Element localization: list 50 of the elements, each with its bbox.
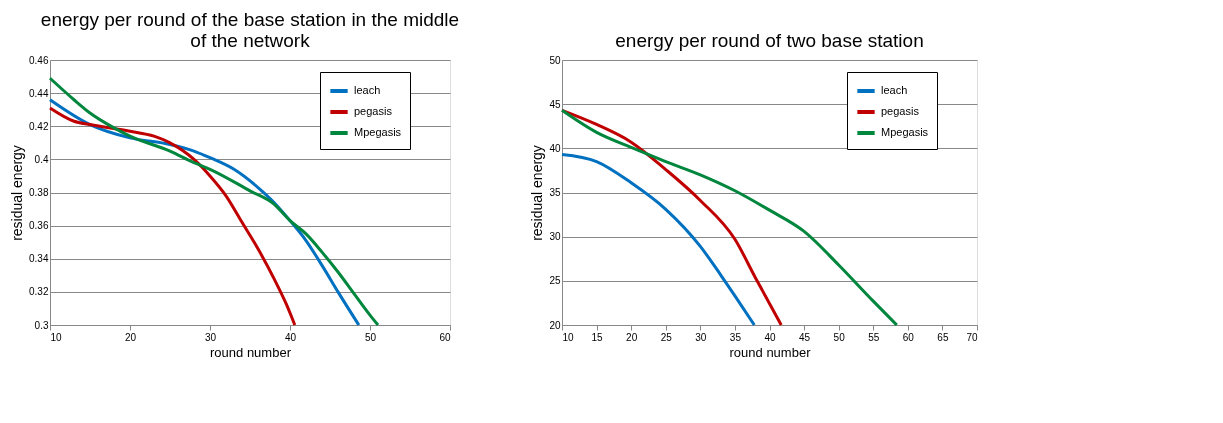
y-tick-label: 40 <box>549 142 561 154</box>
y-axis-title: residual energy <box>9 145 26 241</box>
y-tick-label: 50 <box>549 54 561 66</box>
x-tick-label: 50 <box>364 331 377 343</box>
x-tick-label: 30 <box>204 331 217 343</box>
x-tick-label: 60 <box>902 331 915 343</box>
legend-label: pegasis <box>354 105 393 117</box>
y-tick-label: 0.38 <box>29 187 49 198</box>
x-tick-label: 15 <box>591 331 604 343</box>
x-tick-label: 70 <box>966 331 978 343</box>
x-axis-title: round number <box>210 344 292 360</box>
legend-label: leach <box>881 84 908 96</box>
y-tick-label: 30 <box>549 231 561 243</box>
x-tick-label: 20 <box>124 331 137 343</box>
y-tick-label: 0.34 <box>29 253 49 265</box>
x-tick-label: 10 <box>50 331 63 343</box>
x-tick-label: 35 <box>729 331 742 343</box>
y-tick-label: 0.46 <box>29 54 49 66</box>
y-tick-label: 0.42 <box>29 120 49 132</box>
y-tick-label: 0.44 <box>29 87 49 99</box>
y-tick-label: 0.36 <box>29 220 49 232</box>
x-tick-label: 65 <box>937 331 949 343</box>
x-tick-label: 55 <box>868 331 880 343</box>
x-tick-label: 30 <box>695 331 707 343</box>
x-tick-label: 40 <box>284 331 297 343</box>
y-tick-label: 25 <box>549 275 561 287</box>
x-tick-label: 40 <box>764 331 776 343</box>
y-tick-label: 0.4 <box>34 153 49 165</box>
line-series <box>48 106 297 327</box>
y-tick-label: 0.3 <box>34 319 49 331</box>
x-tick-label: 10 <box>562 331 575 343</box>
y-tick-label: 45 <box>549 98 561 110</box>
chart-title: energy per round of the base station in the middle of the network <box>40 9 460 51</box>
y-tick-label: 35 <box>549 187 561 198</box>
x-tick-label: 60 <box>439 331 451 343</box>
y-tick-label: 0.32 <box>29 286 49 298</box>
legend-label: Mpegasis <box>354 126 402 138</box>
legend-label: leach <box>354 84 381 96</box>
chart-title: energy per round of two base station <box>615 30 924 51</box>
x-axis-title: round number <box>729 344 812 360</box>
line-series <box>560 108 783 327</box>
y-axis-title: residual energy <box>529 145 546 241</box>
y-tick-label: 20 <box>549 319 561 331</box>
x-tick-label: 25 <box>660 331 673 343</box>
legend-label: pegasis <box>881 105 920 117</box>
x-tick-label: 50 <box>833 331 846 343</box>
x-tick-label: 45 <box>799 331 811 343</box>
line-series <box>560 153 756 327</box>
x-tick-label: 20 <box>626 331 638 343</box>
legend-label: Mpegasis <box>881 126 929 138</box>
